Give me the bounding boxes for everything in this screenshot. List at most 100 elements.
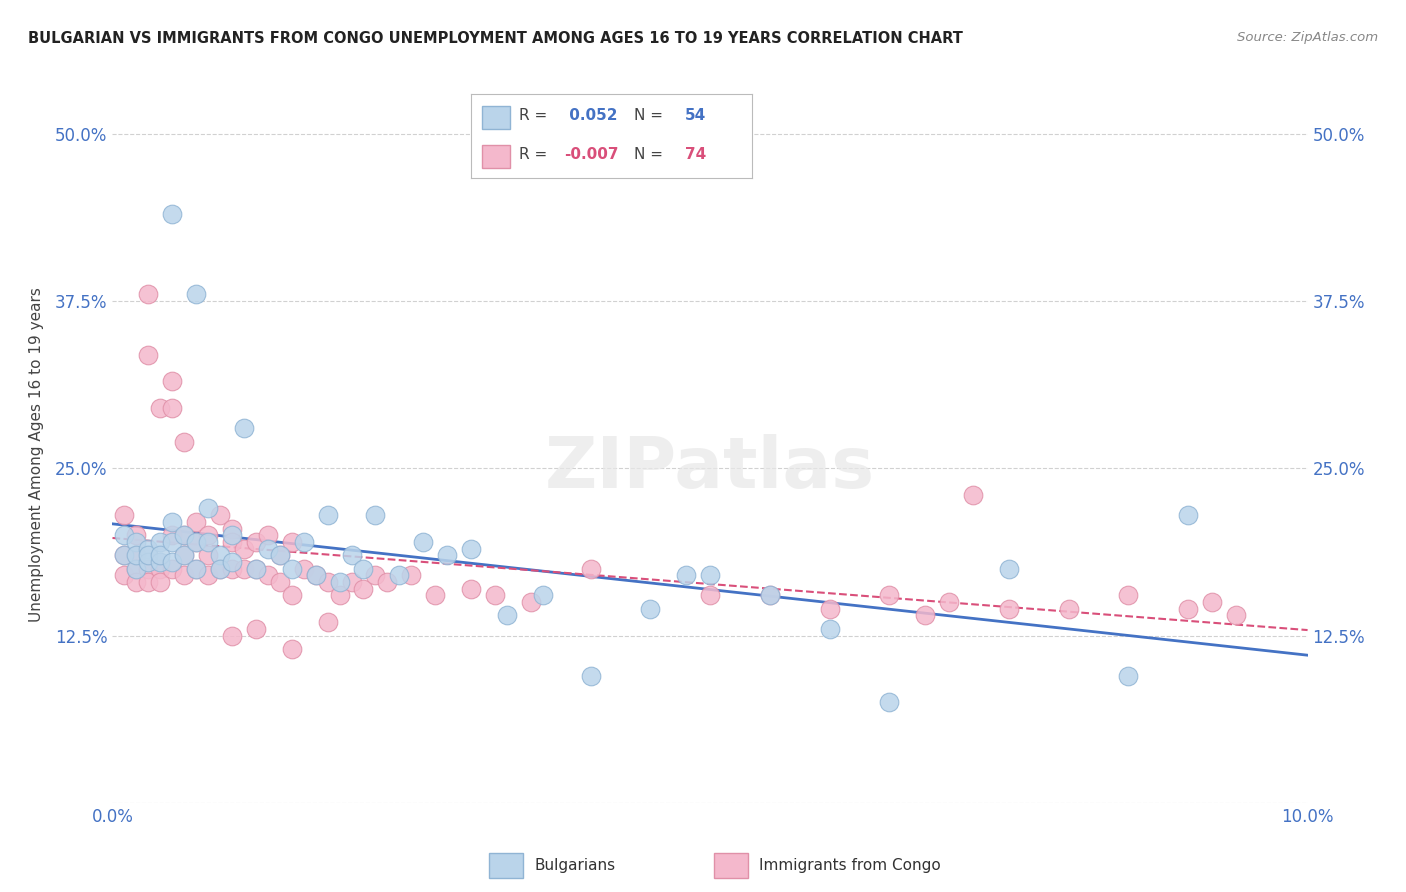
Point [162,401,183,416]
Point [221,528,243,542]
Point [138,541,160,556]
Point [114,528,135,542]
Point [221,562,243,576]
Point [699,568,721,582]
Point [759,589,782,603]
Point [125,575,148,590]
Point [162,528,183,542]
Point [162,562,183,576]
Text: R =: R = [519,108,553,123]
Point [245,562,267,576]
Point [1118,669,1140,683]
Point [149,562,172,576]
Point [340,575,363,590]
Point [1201,595,1223,609]
Text: 54: 54 [685,108,706,123]
Point [221,534,243,549]
Point [245,562,267,576]
Point [364,508,387,523]
Point [269,548,291,563]
Point [1177,508,1199,523]
Point [316,575,339,590]
Point [257,528,280,542]
Point [125,562,148,576]
Text: BULGARIAN VS IMMIGRANTS FROM CONGO UNEMPLOYMENT AMONG AGES 16 TO 19 YEARS CORREL: BULGARIAN VS IMMIGRANTS FROM CONGO UNEMP… [28,31,963,46]
Point [114,508,135,523]
Text: R =: R = [519,147,553,162]
Point [125,534,148,549]
Y-axis label: Unemployment Among Ages 16 to 19 years: Unemployment Among Ages 16 to 19 years [30,287,44,623]
Point [186,534,208,549]
Point [138,575,160,590]
Point [197,568,219,582]
Point [579,669,602,683]
Point [209,562,232,576]
Point [496,608,519,623]
Bar [482,105,510,129]
Point [305,568,328,582]
Point [149,555,172,569]
Point [233,562,256,576]
Text: 74: 74 [685,147,706,162]
Point [316,615,339,630]
Point [305,568,328,582]
Point [138,348,160,362]
Point [292,534,315,549]
Point [114,548,135,563]
Point [197,534,219,549]
Point [281,589,304,603]
Point [425,589,447,603]
Point [149,401,172,416]
Point [173,434,195,449]
Bar [714,853,748,878]
Point [125,548,148,563]
Point [138,548,160,563]
Point [197,548,219,563]
Point [233,541,256,556]
Point [412,534,434,549]
Bar [489,853,523,878]
Point [759,589,782,603]
Point [818,622,841,636]
Point [138,287,160,301]
Point [173,528,195,542]
Point [329,589,352,603]
Point [436,548,458,563]
Point [340,548,363,563]
Point [1225,608,1247,623]
Point [209,548,232,563]
Point [197,501,219,516]
Point [186,562,208,576]
Point [1118,589,1140,603]
Text: Source: ZipAtlas.com: Source: ZipAtlas.com [1237,31,1378,45]
Point [401,568,423,582]
Text: N =: N = [634,108,668,123]
Point [269,575,291,590]
Point [233,421,256,435]
Point [221,628,243,642]
Text: N =: N = [634,147,668,162]
Point [162,375,183,389]
Point [209,562,232,576]
Point [460,582,482,596]
Text: -0.007: -0.007 [564,147,619,162]
Point [162,534,183,549]
Point [675,568,697,582]
Point [162,207,183,221]
Text: 0.052: 0.052 [564,108,617,123]
Point [125,528,148,542]
Point [316,508,339,523]
Point [914,608,936,623]
Text: Immigrants from Congo: Immigrants from Congo [759,858,941,872]
Point [281,562,304,576]
Point [879,589,901,603]
Point [257,568,280,582]
Point [484,589,506,603]
Point [281,642,304,657]
Point [579,562,602,576]
Point [257,541,280,556]
Point [114,568,135,582]
Point [998,602,1021,616]
Point [377,575,399,590]
Point [162,515,183,529]
